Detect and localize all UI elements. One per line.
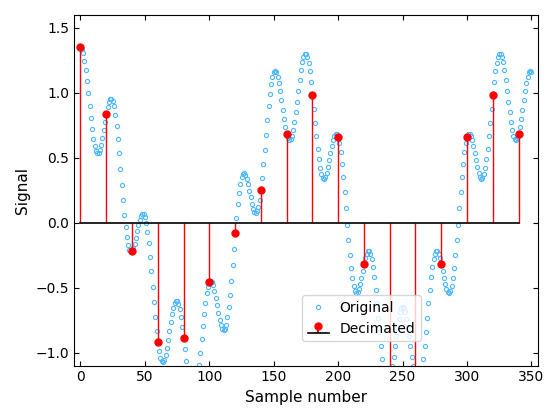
- Original: [308, 80, 315, 85]
- Original: [291, 119, 298, 124]
- X-axis label: Sample number: Sample number: [245, 390, 367, 405]
- Line: Original: Original: [78, 45, 534, 399]
- Original: [482, 165, 488, 171]
- Original: [259, 176, 265, 181]
- Original: [528, 70, 535, 75]
- Legend: Original, Decimated: Original, Decimated: [302, 295, 421, 341]
- Original: [77, 45, 84, 50]
- Original: [189, 394, 196, 399]
- Original: [459, 175, 465, 180]
- Original: [290, 127, 296, 132]
- Y-axis label: Signal: Signal: [15, 167, 30, 214]
